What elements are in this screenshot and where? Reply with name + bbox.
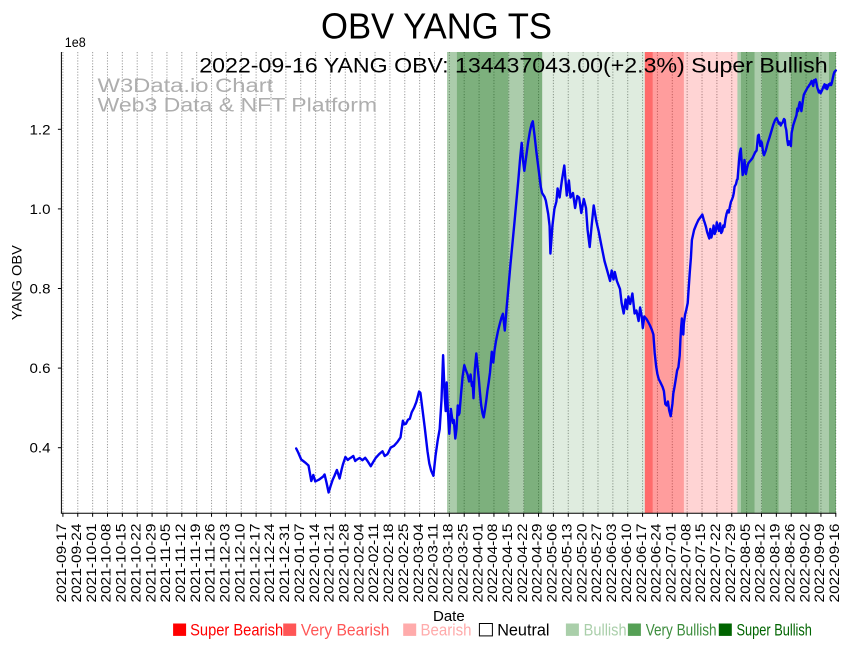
- svg-text:W3Data.io Chart: W3Data.io Chart: [98, 76, 275, 97]
- svg-text:2022-05-27: 2022-05-27: [588, 523, 604, 602]
- svg-text:0.4: 0.4: [30, 440, 51, 456]
- svg-text:2022-08-05: 2022-08-05: [737, 523, 753, 602]
- svg-text:2022-08-12: 2022-08-12: [752, 523, 768, 602]
- svg-text:2022-07-15: 2022-07-15: [692, 523, 708, 602]
- svg-text:2022-09-16: 2022-09-16: [826, 523, 842, 602]
- svg-text:2022-06-03: 2022-06-03: [603, 523, 619, 602]
- svg-text:2022-01-21: 2022-01-21: [321, 523, 337, 602]
- svg-text:2022-06-17: 2022-06-17: [633, 523, 649, 602]
- svg-text:2022-09-02: 2022-09-02: [796, 523, 812, 602]
- svg-text:2022-09-09: 2022-09-09: [811, 523, 827, 602]
- svg-text:2021-11-05: 2021-11-05: [157, 523, 173, 602]
- svg-text:Super Bullish: Super Bullish: [737, 621, 812, 639]
- svg-text:2022-01-28: 2022-01-28: [336, 523, 352, 602]
- svg-text:2021-11-19: 2021-11-19: [187, 523, 203, 602]
- svg-text:2022-03-04: 2022-03-04: [410, 523, 426, 602]
- svg-text:2022-03-18: 2022-03-18: [440, 523, 456, 602]
- svg-text:2022-09-16 YANG OBV: 134437043: 2022-09-16 YANG OBV: 134437043.00(+2.3%)…: [199, 54, 827, 77]
- svg-text:2021-12-03: 2021-12-03: [217, 523, 233, 602]
- svg-text:2022-08-26: 2022-08-26: [781, 523, 797, 602]
- svg-text:2022-02-04: 2022-02-04: [350, 523, 366, 602]
- svg-text:2022-02-18: 2022-02-18: [380, 523, 396, 602]
- svg-text:1.0: 1.0: [30, 201, 51, 217]
- svg-text:2022-04-29: 2022-04-29: [529, 523, 545, 602]
- svg-text:Bearish: Bearish: [421, 621, 472, 639]
- svg-text:Very Bullish: Very Bullish: [646, 621, 717, 639]
- svg-text:1.2: 1.2: [30, 121, 51, 137]
- svg-text:2021-10-29: 2021-10-29: [142, 523, 158, 602]
- svg-text:2021-10-01: 2021-10-01: [83, 523, 99, 602]
- svg-text:2021-11-26: 2021-11-26: [202, 523, 218, 602]
- svg-text:Date: Date: [433, 608, 465, 625]
- svg-text:2022-04-22: 2022-04-22: [514, 523, 530, 602]
- svg-text:Very Bearish: Very Bearish: [301, 621, 390, 639]
- svg-text:Bullish: Bullish: [584, 621, 627, 639]
- svg-text:Super Bearish: Super Bearish: [190, 621, 283, 639]
- svg-text:2022-05-20: 2022-05-20: [573, 523, 589, 602]
- svg-text:2022-06-10: 2022-06-10: [618, 523, 634, 602]
- svg-text:2022-08-19: 2022-08-19: [767, 523, 783, 602]
- svg-text:2021-12-10: 2021-12-10: [231, 523, 247, 602]
- svg-text:2021-10-08: 2021-10-08: [98, 523, 114, 602]
- svg-text:2022-02-25: 2022-02-25: [395, 523, 411, 602]
- svg-text:2021-12-17: 2021-12-17: [246, 523, 262, 602]
- svg-text:OBV YANG TS: OBV YANG TS: [321, 6, 552, 47]
- svg-text:2021-12-24: 2021-12-24: [261, 523, 277, 602]
- svg-text:2021-12-31: 2021-12-31: [276, 523, 292, 602]
- svg-text:0.8: 0.8: [30, 281, 51, 297]
- svg-text:2022-04-01: 2022-04-01: [469, 523, 485, 602]
- svg-text:2022-07-29: 2022-07-29: [722, 523, 738, 602]
- svg-text:Neutral: Neutral: [497, 621, 549, 639]
- svg-text:2021-10-22: 2021-10-22: [127, 523, 143, 602]
- svg-text:2022-07-22: 2022-07-22: [707, 523, 723, 602]
- svg-text:2022-05-06: 2022-05-06: [544, 523, 560, 602]
- svg-text:2022-03-11: 2022-03-11: [425, 523, 441, 602]
- svg-text:YANG OBV: YANG OBV: [9, 245, 25, 321]
- svg-text:2022-04-15: 2022-04-15: [499, 523, 515, 602]
- svg-text:2022-07-08: 2022-07-08: [677, 523, 693, 602]
- svg-text:2022-03-25: 2022-03-25: [454, 523, 470, 602]
- svg-text:Web3 Data & NFT Platform: Web3 Data & NFT Platform: [98, 96, 378, 117]
- svg-text:0.6: 0.6: [30, 360, 51, 376]
- svg-text:1e8: 1e8: [65, 34, 86, 50]
- svg-text:2022-02-11: 2022-02-11: [365, 523, 381, 602]
- svg-text:2022-04-08: 2022-04-08: [484, 523, 500, 602]
- svg-text:2021-09-24: 2021-09-24: [68, 523, 84, 602]
- svg-text:2022-01-07: 2022-01-07: [291, 523, 307, 602]
- svg-text:2022-07-01: 2022-07-01: [663, 523, 679, 602]
- svg-text:2022-06-24: 2022-06-24: [648, 523, 664, 602]
- svg-text:2022-01-14: 2022-01-14: [306, 523, 322, 602]
- svg-text:2021-11-12: 2021-11-12: [172, 523, 188, 602]
- svg-text:2021-09-17: 2021-09-17: [53, 523, 69, 602]
- svg-text:2022-05-13: 2022-05-13: [558, 523, 574, 602]
- svg-text:2021-10-15: 2021-10-15: [113, 523, 129, 602]
